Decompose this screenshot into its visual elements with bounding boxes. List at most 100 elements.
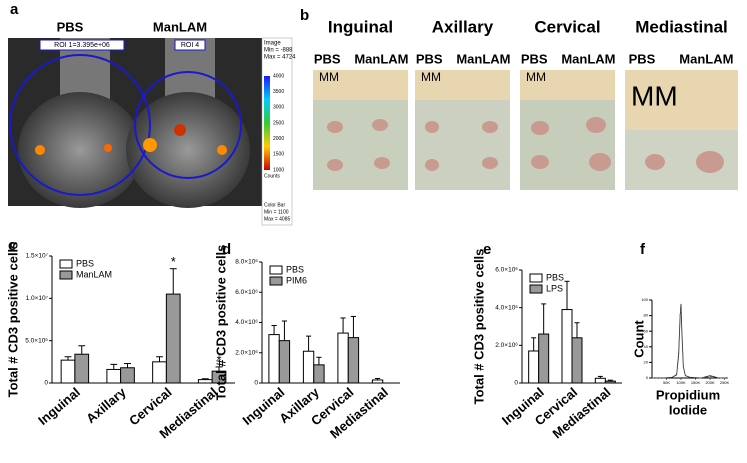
legend-swatch — [529, 284, 543, 294]
ruler-label: MM — [631, 80, 678, 111]
y-tick-label: 6.0×10⁶ — [235, 289, 258, 296]
y-tick-label: 1.0×10⁷ — [26, 295, 49, 302]
bar — [347, 337, 360, 384]
bar — [561, 309, 573, 384]
bar — [74, 353, 90, 384]
colorbar-tick: 2000 — [273, 136, 284, 142]
ruler-label: MM — [526, 70, 546, 84]
x-tick-label: 150K — [691, 380, 701, 385]
y-tick-label: 8.0×10⁶ — [235, 259, 258, 266]
bar — [165, 293, 181, 384]
significance: * — [216, 352, 221, 367]
bar — [313, 364, 325, 384]
y-tick-label: 60 — [644, 328, 649, 333]
image-info: Image — [264, 41, 281, 47]
panel-label: e — [483, 241, 491, 258]
condition-label: PBS — [416, 51, 443, 66]
x-tick-label: Axillary — [83, 384, 129, 426]
y-tick-label: 80 — [644, 313, 649, 318]
bar — [60, 359, 76, 384]
x-tick-label: 50K — [663, 380, 670, 385]
legend-label: LPS — [546, 283, 563, 293]
legend-swatch — [59, 259, 73, 269]
column-label: ManLAM — [153, 19, 207, 34]
y-tick-label: 0 — [514, 380, 518, 387]
y-tick-label: 0 — [254, 380, 258, 387]
bar — [371, 379, 384, 384]
site-title: Axillary — [432, 17, 494, 36]
y-tick-label: 40 — [644, 344, 649, 349]
panel-label: b — [300, 7, 309, 24]
image-info: Max = 4724 — [264, 55, 296, 61]
bar — [106, 368, 122, 384]
site-title: Inguinal — [328, 17, 393, 36]
y-tick-label: 0 — [44, 380, 48, 387]
legend-swatch — [269, 265, 283, 275]
bar — [278, 340, 291, 384]
ruler-label: MM — [319, 70, 339, 84]
colorbar-tick: 3500 — [273, 89, 284, 95]
condition-label: PBS — [314, 51, 341, 66]
x-tick-label: Inguinal — [240, 384, 288, 428]
condition-label: ManLAM — [354, 51, 408, 66]
y-tick-label: 2.0×10⁶ — [495, 342, 518, 349]
panel-label: a — [10, 1, 19, 18]
x-axis-label: Iodide — [669, 402, 707, 417]
condition-label: PBS — [521, 51, 548, 66]
roi-label: ROI 4 — [181, 42, 199, 49]
colorbar-info: Max = 4085 — [264, 216, 290, 222]
site-title: Cervical — [534, 17, 600, 36]
legend-swatch — [59, 270, 73, 280]
site-title: Mediastinal — [635, 17, 728, 36]
y-axis-label: Total # CD3 positive cells — [213, 245, 228, 401]
colorbar-tick: 1000 — [273, 167, 284, 173]
bar — [120, 367, 135, 384]
panel-label: f — [640, 241, 646, 258]
bar — [571, 337, 583, 384]
y-tick-label: 5.0×10⁶ — [25, 337, 48, 344]
legend-label: PBS — [546, 272, 564, 282]
histogram-line — [652, 303, 728, 379]
legend-swatch — [529, 273, 543, 283]
colorbar-info: Min = 1100 — [264, 209, 289, 215]
y-tick-label: 4.0×10⁶ — [235, 319, 258, 326]
colorbar-tick: 3000 — [273, 105, 284, 111]
y-tick-label: 2.0×10⁶ — [235, 349, 258, 356]
bar — [528, 350, 540, 384]
colorbar-tick: 2500 — [273, 120, 284, 126]
y-tick-label: 6.0×10⁶ — [495, 267, 518, 274]
ruler-label: MM — [421, 70, 441, 84]
condition-label: PBS — [629, 51, 656, 66]
bar — [594, 377, 606, 384]
lymph-node-photos — [313, 70, 738, 190]
bar — [538, 333, 550, 384]
condition-label: ManLAM — [561, 51, 615, 66]
legend-label: PBS — [76, 258, 94, 268]
bar — [197, 379, 213, 384]
y-tick-label: 20 — [644, 359, 649, 364]
y-tick-label: 100 — [641, 297, 648, 302]
panel-label: d — [222, 241, 231, 258]
colorbar-unit: Counts — [264, 173, 280, 179]
legend-label: PBS — [286, 264, 304, 274]
y-tick-label: 1.5×10⁷ — [26, 253, 49, 260]
bar — [604, 380, 616, 384]
panel-label: c — [8, 237, 16, 254]
y-axis-label: Total # CD3 positive cells — [5, 242, 20, 398]
x-axis-label: Propidium — [656, 387, 720, 402]
legend-label: ManLAM — [76, 269, 112, 279]
y-tick-label: 4.0×10⁶ — [495, 304, 518, 311]
histogram-line — [652, 309, 728, 379]
colorbar-info: Color Bar — [264, 202, 285, 208]
condition-label: ManLAM — [456, 51, 510, 66]
y-axis-label: Count — [631, 320, 646, 358]
y-axis-label: Total # CD3 positive cells — [471, 249, 486, 405]
condition-label: ManLAM — [679, 51, 733, 66]
bar — [268, 334, 280, 384]
significance: * — [171, 254, 176, 269]
x-tick-label: 250K — [720, 380, 730, 385]
legend-swatch — [269, 276, 283, 286]
colorbar-tick: 1500 — [273, 152, 284, 158]
imaging-panel — [8, 37, 293, 226]
